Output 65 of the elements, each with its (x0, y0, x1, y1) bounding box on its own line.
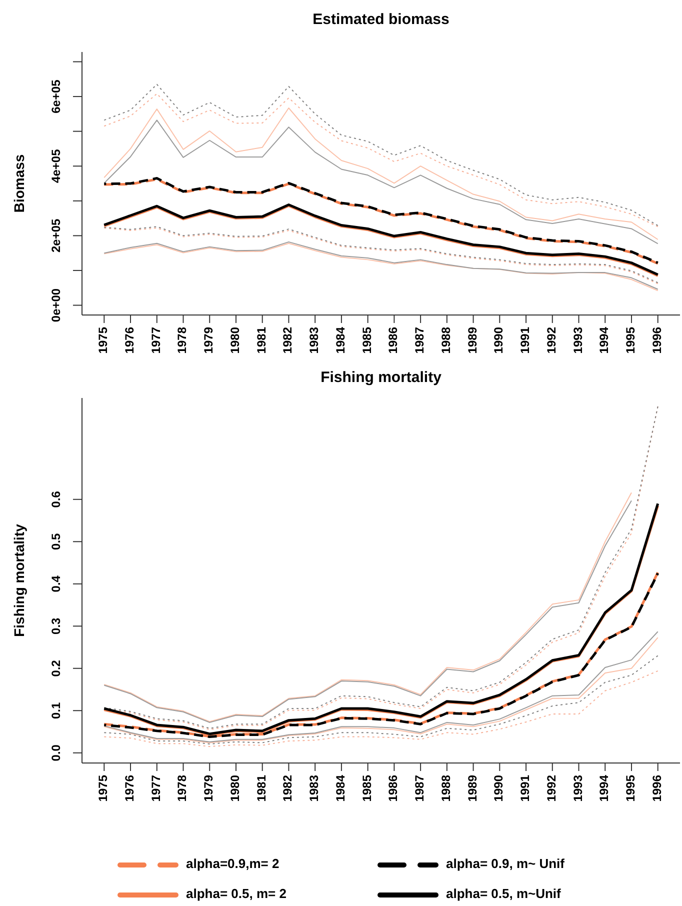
y-axis-title: Biomass (10, 154, 27, 213)
x-tick-label: 1988 (439, 326, 454, 354)
x-tick-label: 1995 (624, 326, 638, 354)
y-tick-label: 0.6 (49, 490, 63, 508)
y-tick-label: 6e+05 (49, 79, 63, 114)
x-tick-label: 1996 (650, 326, 664, 354)
x-tick-label: 1995 (624, 774, 638, 802)
x-tick-label: 1984 (334, 326, 348, 354)
x-tick-label: 1990 (492, 774, 506, 802)
legend-label: alpha= 0.5, m~Unif (446, 886, 562, 902)
x-tick-label: 1987 (412, 326, 427, 354)
x-tick-label: 1975 (96, 326, 110, 354)
y-tick-label: 2e+05 (49, 218, 63, 253)
x-tick-label: 1977 (149, 774, 164, 802)
x-tick-label: 1986 (386, 326, 400, 354)
x-tick-label: 1989 (465, 326, 480, 354)
x-tick-label: 1979 (202, 774, 216, 802)
x-tick-label: 1988 (439, 774, 454, 802)
x-tick-label: 1992 (544, 326, 559, 354)
x-tick-label: 1977 (149, 326, 164, 354)
legend-label: alpha=0.9,m= 2 (186, 856, 280, 872)
x-tick-label: 1984 (334, 774, 348, 802)
x-tick-label: 1986 (386, 774, 400, 802)
x-tick-label: 1980 (228, 774, 242, 802)
y-tick-label: 0.2 (49, 660, 63, 677)
x-tick-label: 1985 (360, 326, 374, 354)
y-axis-title: Fishing mortality (10, 524, 27, 637)
x-tick-label: 1993 (570, 326, 585, 354)
x-tick-label: 1983 (307, 326, 322, 354)
x-tick-label: 1991 (518, 774, 532, 802)
y-tick-label: 0.3 (49, 617, 63, 634)
y-tick-label: 0.4 (49, 575, 63, 592)
x-tick-label: 1996 (650, 774, 664, 802)
x-tick-label: 1976 (122, 326, 137, 354)
x-tick-label: 1982 (280, 774, 295, 802)
chart-title: Fishing mortality (320, 369, 442, 386)
y-tick-label: 4e+05 (49, 148, 63, 183)
x-tick-label: 1991 (518, 326, 532, 354)
x-tick-label: 1987 (412, 774, 427, 802)
x-tick-label: 1994 (597, 326, 612, 354)
x-tick-label: 1993 (570, 774, 585, 802)
y-tick-label: 0.0 (49, 744, 63, 762)
x-tick-label: 1990 (492, 326, 506, 354)
y-tick-label: 0.1 (49, 702, 63, 719)
x-tick-label: 1978 (175, 326, 190, 354)
x-tick-label: 1992 (544, 774, 559, 802)
x-tick-label: 1976 (122, 774, 137, 802)
x-tick-label: 1978 (175, 774, 190, 802)
x-tick-label: 1983 (307, 774, 322, 802)
y-tick-label: 0e+00 (49, 288, 63, 322)
y-tick-label: 0.5 (49, 532, 63, 550)
legend-label: alpha= 0.9, m~ Unif (446, 856, 566, 872)
x-tick-label: 1982 (280, 326, 295, 354)
x-tick-label: 1981 (254, 774, 269, 802)
line-series (104, 655, 658, 744)
legend-label: alpha= 0.5, m= 2 (186, 886, 286, 902)
x-tick-label: 1981 (254, 326, 269, 354)
chart-title: Estimated biomass (312, 11, 450, 28)
x-tick-label: 1980 (228, 326, 242, 354)
x-tick-label: 1985 (360, 774, 374, 802)
x-tick-label: 1989 (465, 774, 480, 802)
line-series (104, 670, 658, 748)
x-tick-label: 1994 (597, 774, 612, 802)
x-tick-label: 1975 (96, 774, 110, 802)
x-tick-label: 1979 (202, 326, 216, 354)
